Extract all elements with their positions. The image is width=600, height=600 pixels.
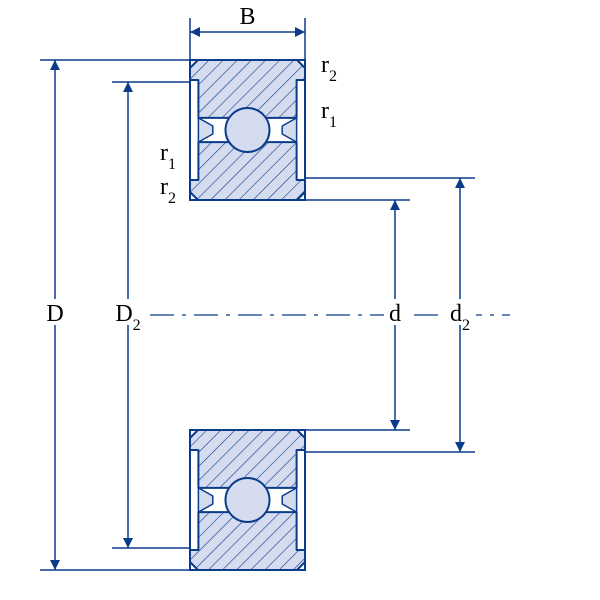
label-r1: r1 (321, 98, 337, 131)
label-r1-inner: r1 (160, 140, 176, 173)
label-r2-inner: r2 (160, 174, 176, 207)
dimension-d: d (389, 301, 401, 327)
dimension-B: B (239, 4, 255, 30)
dimension-D: D (46, 301, 63, 327)
bearing-cross-section-diagram: r2r1r1r2BDD2dd2 (0, 0, 600, 600)
label-r2-outer: r2 (321, 52, 337, 85)
